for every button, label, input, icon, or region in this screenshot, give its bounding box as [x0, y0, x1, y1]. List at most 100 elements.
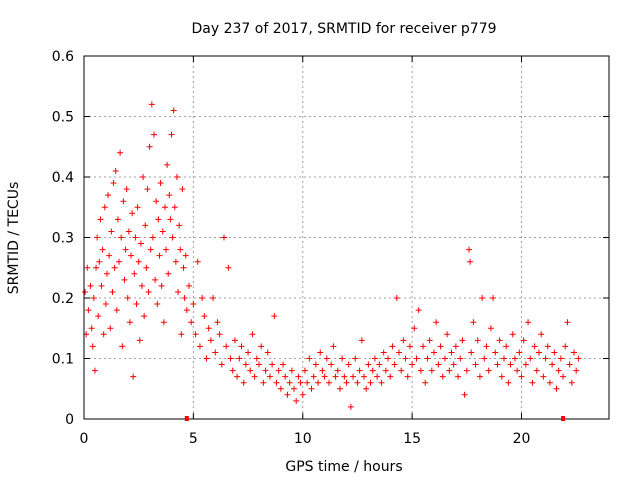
data-point — [505, 379, 512, 386]
data-point — [304, 379, 311, 386]
data-point — [194, 258, 201, 265]
y-axis-label: SRMTID / TECUs — [6, 182, 22, 295]
data-point — [165, 270, 172, 277]
data-point — [426, 337, 433, 344]
data-point — [124, 295, 131, 301]
data-point — [88, 325, 95, 332]
data-point — [343, 379, 350, 386]
data-point — [498, 373, 505, 380]
data-point — [542, 355, 549, 362]
data-point — [117, 149, 124, 156]
data-point — [116, 258, 122, 265]
data-point — [501, 355, 507, 362]
data-point — [354, 379, 361, 386]
data-point — [236, 355, 243, 362]
data-point — [573, 367, 580, 374]
data-point — [130, 373, 137, 380]
data-point — [424, 355, 431, 362]
data-point — [433, 319, 440, 326]
data-point — [245, 349, 252, 356]
data-point — [128, 252, 135, 259]
data-point — [437, 343, 444, 350]
data-point — [490, 295, 497, 301]
y-tick-label: 0 — [65, 412, 74, 428]
data-point — [358, 337, 365, 344]
data-point — [310, 373, 317, 380]
data-point — [536, 349, 542, 356]
data-point — [87, 282, 94, 289]
data-point — [527, 355, 534, 362]
data-point — [161, 204, 168, 211]
data-point — [431, 349, 437, 356]
data-point — [238, 343, 245, 350]
y-tick-label: 0.5 — [52, 110, 74, 126]
data-point — [223, 343, 230, 350]
data-point — [132, 234, 139, 241]
data-point — [90, 295, 97, 301]
data-point — [317, 349, 324, 356]
data-point — [463, 367, 470, 374]
data-point — [363, 385, 370, 392]
data-point — [231, 337, 238, 344]
data-point — [374, 373, 381, 380]
data-point — [180, 264, 187, 271]
data-point — [293, 397, 300, 404]
data-point — [391, 361, 398, 368]
data-point — [467, 258, 474, 265]
data-point — [568, 379, 575, 386]
data-point — [516, 349, 523, 356]
x-tick-label: 5 — [189, 431, 198, 447]
data-point — [411, 325, 418, 332]
data-point — [147, 246, 154, 253]
data-point — [227, 355, 234, 362]
data-point — [406, 343, 413, 350]
data-point — [511, 355, 518, 362]
data-point — [108, 228, 115, 235]
data-point — [422, 379, 429, 386]
data-point — [126, 319, 133, 326]
data-point — [492, 349, 499, 356]
data-point — [553, 385, 560, 392]
data-point — [269, 361, 276, 368]
data-point — [160, 319, 167, 326]
data-point — [450, 361, 457, 368]
data-point — [295, 373, 302, 380]
data-point — [105, 192, 112, 199]
data-point — [387, 373, 394, 380]
data-point — [376, 361, 383, 368]
data-point — [472, 361, 479, 368]
data-point — [102, 301, 109, 308]
data-point — [332, 373, 339, 380]
data-point — [240, 379, 247, 386]
grid — [84, 56, 609, 419]
data-point — [152, 276, 159, 283]
y-tick-label: 0.4 — [52, 170, 74, 186]
data-point — [483, 343, 490, 350]
data-point — [503, 343, 510, 350]
data-point — [468, 349, 475, 356]
data-point — [461, 391, 468, 398]
data-point — [466, 246, 472, 253]
data-point — [103, 270, 110, 277]
data-point — [352, 355, 359, 362]
scatter-series — [82, 101, 582, 410]
x-tick-label: 10 — [294, 431, 312, 447]
x-axis-label: GPS time / hours — [285, 459, 402, 475]
data-point — [262, 367, 269, 374]
data-point — [546, 379, 553, 386]
axis-markers — [184, 416, 566, 421]
data-point — [356, 367, 363, 374]
data-point — [575, 355, 582, 362]
axis-ticks: 0 0.1 0.2 0.3 0.4 0.5 0.6 0 5 10 15 20 — [52, 49, 609, 447]
data-point — [225, 264, 232, 271]
data-point — [251, 373, 258, 380]
data-point — [277, 385, 284, 392]
axis-marker — [184, 416, 189, 421]
data-point — [157, 180, 164, 187]
data-point — [142, 222, 149, 229]
data-point — [144, 186, 151, 193]
data-point — [350, 373, 357, 380]
data-point — [398, 367, 405, 374]
data-point — [133, 301, 140, 308]
